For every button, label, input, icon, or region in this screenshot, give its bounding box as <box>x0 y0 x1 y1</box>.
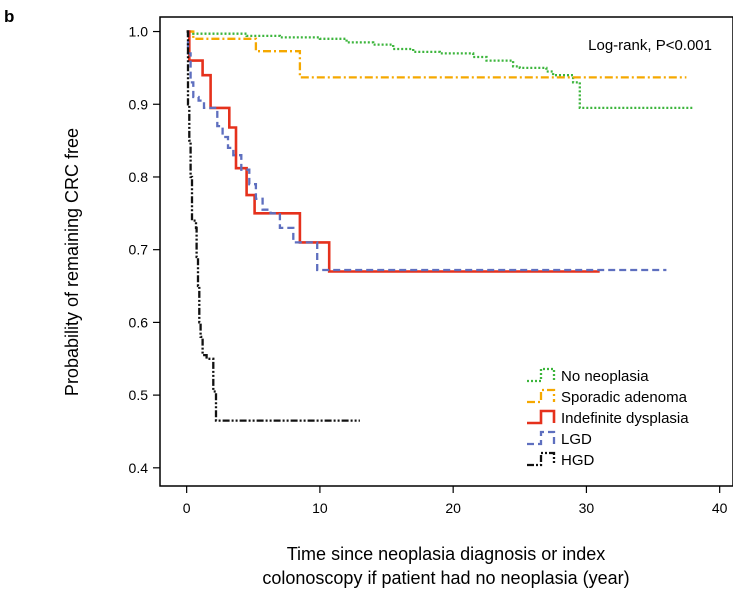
series-line-no-neoplasia <box>186 30 695 110</box>
legend-label: HGD <box>561 452 595 469</box>
tick-layer: 0 10 20 30 40 1.0 0.9 0.8 0.7 0.6 0.5 0.4 <box>129 24 728 516</box>
legend-symbol <box>527 367 556 383</box>
legend-symbol <box>527 388 556 404</box>
series-layer <box>186 30 695 422</box>
y-tick-label-0.6: 0.6 <box>129 314 149 330</box>
legend-item-indefinite-dysplasia: Indefinite dysplasia <box>527 409 689 427</box>
series-line-indefinite-dysplasia <box>186 30 600 273</box>
legend-item-lgd: LGD <box>527 430 592 448</box>
plot-frame <box>159 16 733 487</box>
legend-label: LGD <box>561 431 592 448</box>
legend-item-no-neoplasia: No neoplasia <box>527 367 649 385</box>
y-tick-label-1.0: 1.0 <box>129 24 149 40</box>
series-line-hgd <box>186 30 360 422</box>
legend-symbol <box>527 451 556 467</box>
y-tick-label-0.9: 0.9 <box>129 96 149 112</box>
x-tick-label-0: 0 <box>183 500 191 516</box>
series-line-sporadic-adenoma <box>186 30 687 79</box>
x-tick-label-10: 10 <box>312 500 328 516</box>
legend-label: Indefinite dysplasia <box>561 410 689 427</box>
panel-label: b <box>4 7 14 26</box>
legend-item-hgd: HGD <box>527 451 595 469</box>
legend-symbol <box>527 409 556 425</box>
x-tick-label-30: 30 <box>579 500 595 516</box>
series-line-lgd <box>186 30 667 272</box>
x-axis-title-line-1: Time since neoplasia diagnosis or index <box>287 544 606 564</box>
legend-label: No neoplasia <box>561 368 649 385</box>
y-tick-label-0.4: 0.4 <box>129 460 149 476</box>
legend-symbol <box>527 430 556 446</box>
x-tick-label-40: 40 <box>712 500 728 516</box>
log-rank-annotation: Log-rank, P<0.001 <box>588 37 712 54</box>
y-tick-label-0.8: 0.8 <box>129 169 149 185</box>
y-axis-title: Probability of remaining CRC free <box>62 128 82 396</box>
legend-item-sporadic-adenoma: Sporadic adenoma <box>527 388 688 406</box>
legend-label: Sporadic adenoma <box>561 389 688 406</box>
x-tick-label-20: 20 <box>445 500 461 516</box>
legend: No neoplasia Sporadic adenoma Indefinite d… <box>527 367 689 469</box>
x-axis-title-line-2: colonoscopy if patient had no neoplasia … <box>262 568 629 588</box>
y-tick-label-0.7: 0.7 <box>129 242 149 258</box>
y-tick-label-0.5: 0.5 <box>129 387 149 403</box>
